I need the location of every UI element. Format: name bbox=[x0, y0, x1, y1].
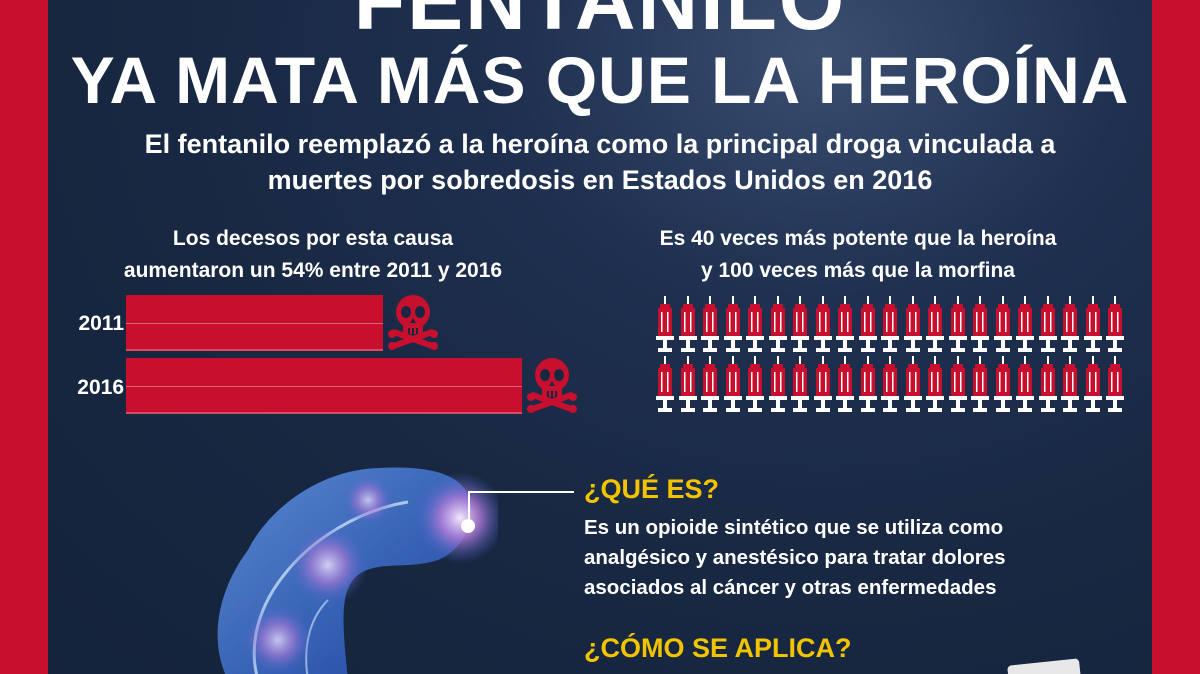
syringe-icon bbox=[701, 356, 719, 412]
subtitle-line-2: muertes por sobredosis en Estados Unidos… bbox=[267, 165, 933, 195]
bar-2016 bbox=[126, 358, 522, 414]
what-is-line-2: analgésico y anestésico para tratar dolo… bbox=[584, 546, 1006, 569]
syringe-icon bbox=[1106, 356, 1124, 412]
syringe-icon bbox=[1038, 356, 1057, 412]
subtitle-line-1: El fentanilo reemplazó a la heroína como… bbox=[144, 129, 1056, 159]
bar-2011 bbox=[126, 295, 383, 351]
potency-stat-line-2: y 100 veces más que la morfina bbox=[700, 259, 1015, 282]
syringe-icon bbox=[903, 356, 922, 412]
syringe-icon bbox=[1061, 296, 1079, 352]
what-is-line-1: Es un opioide sintético que se utiliza c… bbox=[584, 516, 1004, 539]
how-applied-heading: ¿CÓMO SE APLICA? bbox=[584, 633, 852, 663]
syringe-icon bbox=[723, 356, 742, 412]
syringe-icon bbox=[881, 356, 899, 412]
bar-label-2011: 2011 bbox=[78, 312, 124, 335]
syringe-icon bbox=[701, 296, 719, 352]
syringe-icon bbox=[971, 296, 989, 352]
deaths-stat-line-1: Los decesos por esta causa bbox=[172, 227, 454, 250]
syringe-icon bbox=[791, 356, 809, 412]
syringe-icon bbox=[948, 296, 967, 352]
syringe-icon bbox=[881, 296, 899, 352]
syringe-icon bbox=[948, 356, 967, 412]
skull-crossbones-icon bbox=[527, 358, 577, 413]
syringe-icon bbox=[813, 296, 832, 352]
skull-crossbones-icon bbox=[388, 295, 438, 350]
syringe-icon bbox=[1083, 296, 1102, 352]
callout-line bbox=[468, 491, 574, 493]
syringe-row bbox=[654, 296, 1126, 352]
callout-line bbox=[468, 491, 470, 525]
syringe-icon bbox=[926, 296, 944, 352]
syringe-icon bbox=[836, 296, 854, 352]
syringe-icon bbox=[768, 296, 787, 352]
callout-dot bbox=[461, 519, 475, 533]
syringe-icon bbox=[926, 356, 944, 412]
syringe-icon bbox=[813, 356, 832, 412]
human-body-figure bbox=[217, 467, 498, 674]
syringe-icon bbox=[1016, 296, 1034, 352]
syringe-icon bbox=[656, 296, 674, 352]
syringe-icon bbox=[903, 296, 922, 352]
what-is-heading: ¿QUÉ ES? bbox=[584, 474, 720, 504]
syringe-icon bbox=[678, 296, 697, 352]
syringe-icon bbox=[836, 356, 854, 412]
syringe-icon bbox=[678, 356, 697, 412]
deaths-stat-heading: Los decesos por esta causa aumentaron un… bbox=[98, 223, 528, 287]
syringe-icon bbox=[768, 356, 787, 412]
syringe-icon bbox=[746, 296, 764, 352]
page-title: YA MATA MÁS QUE LA HEROÍNA bbox=[70, 43, 1130, 117]
syringe-icon bbox=[656, 356, 674, 412]
patch-device bbox=[1007, 658, 1081, 674]
syringe-icon bbox=[1061, 356, 1079, 412]
potency-stat-line-1: Es 40 veces más potente que la heroína bbox=[659, 227, 1057, 250]
syringe-icon bbox=[1016, 356, 1034, 412]
what-is-body: Es un opioide sintético que se utiliza c… bbox=[584, 513, 1124, 603]
syringe-row bbox=[654, 356, 1126, 412]
syringe-icon bbox=[791, 296, 809, 352]
syringe-icon bbox=[1083, 356, 1102, 412]
title-fentanilo: FENTANILO bbox=[353, 0, 847, 47]
potency-stat-heading: Es 40 veces más potente que la heroína y… bbox=[628, 223, 1088, 287]
subtitle: El fentanilo reemplazó a la heroína como… bbox=[88, 126, 1112, 198]
what-is-line-3: asociados al cáncer y otras enfermedades bbox=[584, 576, 997, 599]
syringe-icon bbox=[1038, 296, 1057, 352]
syringe-icon bbox=[971, 356, 989, 412]
infographic-panel: FENTANILO YA MATA MÁS QUE LA HEROÍNA El … bbox=[48, 0, 1152, 674]
syringe-icon bbox=[858, 356, 877, 412]
deaths-stat-line-2: aumentaron un 54% entre 2011 y 2016 bbox=[123, 259, 503, 282]
bar-label-2016: 2016 bbox=[77, 376, 124, 399]
syringe-icon bbox=[723, 296, 742, 352]
syringe-icon bbox=[1106, 296, 1124, 352]
syringe-icon bbox=[746, 356, 764, 412]
syringe-icon bbox=[993, 356, 1012, 412]
syringe-icon bbox=[858, 296, 877, 352]
syringe-icon bbox=[993, 296, 1012, 352]
